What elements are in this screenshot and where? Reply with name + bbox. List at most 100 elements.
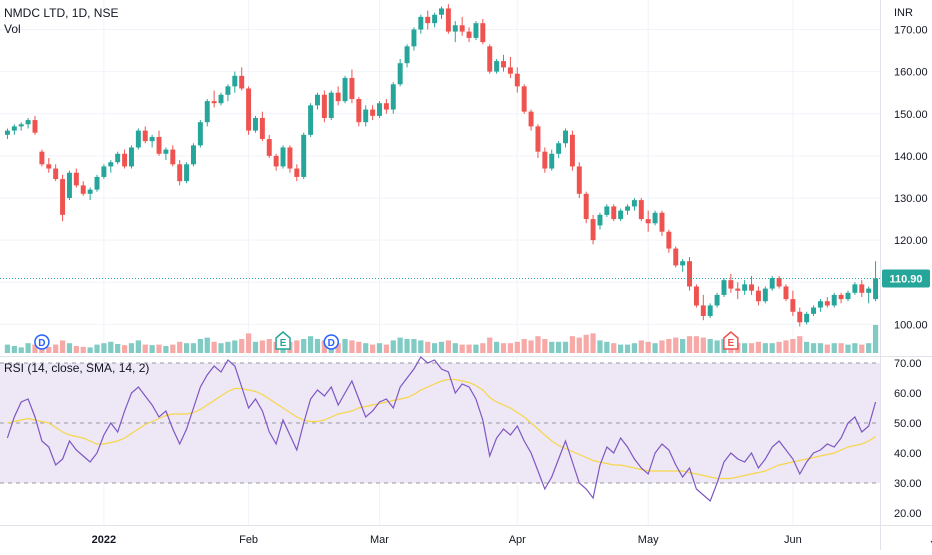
candle-body (824, 301, 830, 306)
candle-body (377, 103, 382, 116)
volume-bar (177, 341, 183, 353)
volume-bar (108, 341, 114, 353)
candle-body (776, 278, 782, 287)
price-axis[interactable]: 100.00110.00120.00130.00140.00150.00160.… (882, 7, 930, 520)
candle-body (225, 86, 231, 95)
earnings-marker[interactable]: E (275, 331, 291, 350)
volume-bar (418, 340, 424, 353)
volume-bar (500, 343, 507, 353)
candle-body (273, 155, 279, 167)
volume-bar (556, 341, 562, 353)
volume-bar (652, 343, 658, 353)
last-price-label: 110.90 (889, 273, 922, 285)
volume-bar (804, 341, 810, 353)
candle-body (418, 16, 424, 30)
volume-bar (390, 340, 396, 353)
volume-bar (521, 339, 527, 353)
time-tick-label: 2022 (92, 534, 116, 546)
volume-bar (631, 343, 638, 353)
volume-bar (294, 340, 300, 353)
candle-body (60, 179, 66, 215)
volume-bar (783, 340, 789, 353)
candle-body (466, 31, 472, 38)
rsi-tick-label: 70.00 (894, 358, 922, 370)
candle-body (673, 248, 679, 266)
candle-body (32, 120, 38, 133)
volume-bar (776, 341, 782, 353)
volume-bar (859, 344, 865, 353)
chart-title: NMDC LTD, 1D, NSE (4, 6, 119, 20)
currency-label: INR (894, 7, 913, 19)
price-tick-label: 100.00 (894, 319, 928, 331)
volume-bar (838, 343, 844, 353)
candle-body (94, 176, 100, 190)
candle-body (542, 151, 548, 169)
volume-bar (742, 343, 748, 353)
volume-bar (604, 341, 610, 353)
volume-bar (383, 344, 389, 353)
candle-body (452, 25, 458, 32)
rsi-tick-label: 30.00 (894, 478, 922, 490)
candle-body (583, 193, 589, 220)
candle-body (501, 61, 506, 68)
volume-bar (211, 341, 217, 353)
dividend-marker[interactable]: D (323, 334, 340, 350)
volume-bar (135, 340, 141, 353)
volume-bar (190, 343, 197, 353)
volume-bar (404, 339, 410, 353)
rsi-title: RSI (14, close, SMA, 14, 2) (4, 361, 150, 375)
earnings-marker[interactable]: E (723, 331, 739, 350)
volume-bar (80, 346, 86, 353)
time-tick-label: Mar (370, 534, 389, 546)
volume-bar (680, 339, 686, 353)
volume-bar (659, 340, 665, 353)
volume-bar (611, 343, 617, 353)
volume-bar (170, 344, 176, 353)
volume-bar (714, 340, 720, 353)
candle-body (301, 134, 307, 177)
candle-body (728, 280, 734, 289)
volume-bar (128, 343, 135, 353)
candle-body (569, 134, 575, 167)
candle-body (521, 86, 527, 112)
candle-body (425, 16, 431, 24)
candle-body (80, 185, 86, 194)
price-tick-label: 120.00 (894, 235, 928, 247)
volume-bar (425, 341, 431, 353)
volume-bar (321, 340, 327, 353)
volume-bar (831, 343, 837, 353)
candle-body (411, 29, 417, 47)
volume-bar (810, 343, 817, 353)
rsi-tick-label: 40.00 (894, 448, 922, 460)
candle-body (163, 149, 169, 154)
candle-body (204, 101, 210, 123)
dividend-marker[interactable]: D (34, 334, 50, 350)
candle-body (211, 101, 217, 104)
candle-body (838, 294, 844, 300)
candle-body (363, 109, 369, 123)
volume-bar (232, 340, 238, 353)
volume-label: Vol (4, 22, 21, 36)
candle-body (356, 99, 362, 123)
candle-body (556, 143, 562, 154)
rsi-tick-label: 20.00 (894, 508, 922, 520)
candle-body (390, 84, 396, 110)
candle-body (156, 136, 162, 154)
candle-body (652, 212, 658, 224)
time-axis[interactable]: 2022FebMarAprMayJunJulAug (92, 534, 932, 546)
volume-bar (183, 343, 190, 353)
time-tick-label: Apr (509, 534, 526, 546)
last-price-tag (882, 269, 930, 288)
candle-body (714, 294, 720, 306)
volume-bar (507, 343, 514, 353)
volume-bar (369, 344, 376, 353)
marker-label: D (328, 338, 335, 349)
candle-body (46, 164, 52, 169)
volume-bar (66, 343, 73, 353)
event-markers[interactable]: DEDEE (34, 331, 932, 350)
candle-body (693, 286, 699, 306)
candle-body (831, 294, 837, 306)
candle-body (287, 147, 293, 169)
